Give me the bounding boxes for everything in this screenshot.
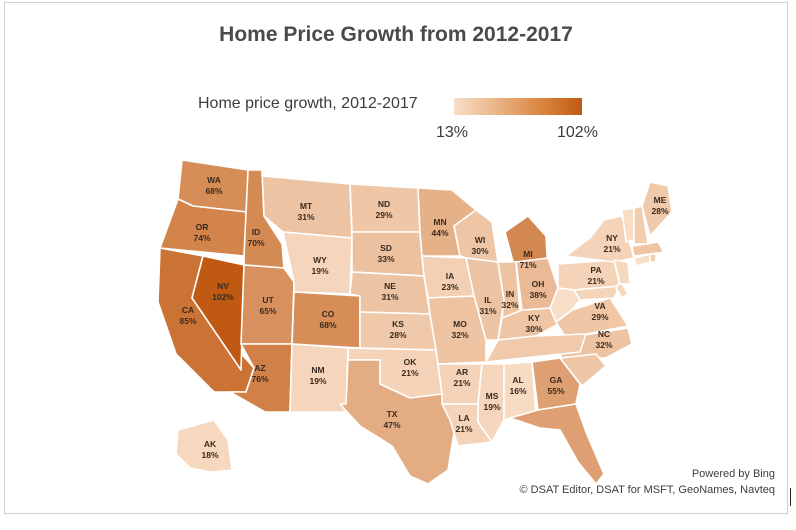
state-value-nm: 19% xyxy=(309,376,326,386)
state-value-mn: 44% xyxy=(431,228,448,238)
state-value-ca: 85% xyxy=(179,316,196,326)
state-fl xyxy=(509,403,605,485)
state-abbr-ky: KY xyxy=(528,313,540,323)
state-value-al: 16% xyxy=(509,386,526,396)
state-nv xyxy=(191,255,245,371)
chart-title: Home Price Growth from 2012-2017 xyxy=(219,23,573,46)
state-abbr-co: CO xyxy=(322,309,335,319)
state-value-sd: 33% xyxy=(377,254,394,264)
state-abbr-va: VA xyxy=(594,301,605,311)
state-abbr-sd: SD xyxy=(380,243,392,253)
state-abbr-oh: OH xyxy=(532,279,545,289)
state-abbr-ca: CA xyxy=(182,305,194,315)
state-abbr-la: LA xyxy=(458,413,469,423)
state-nm xyxy=(289,343,349,413)
state-abbr-ne: NE xyxy=(384,281,396,291)
state-value-id: 70% xyxy=(247,238,264,248)
text-cursor xyxy=(790,488,791,506)
state-abbr-tx: TX xyxy=(387,409,398,419)
state-value-wi: 30% xyxy=(471,246,488,256)
state-value-ms: 19% xyxy=(483,402,500,412)
state-ri xyxy=(649,253,657,263)
state-abbr-nv: NV xyxy=(217,281,229,291)
state-value-az: 76% xyxy=(251,374,268,384)
state-abbr-mt: MT xyxy=(300,201,313,211)
legend-min-label: 13% xyxy=(436,124,469,141)
state-value-ut: 65% xyxy=(259,306,276,316)
state-value-in: 32% xyxy=(501,300,518,310)
state-value-or: 74% xyxy=(193,233,210,243)
state-nh xyxy=(633,205,649,245)
state-abbr-ak: AK xyxy=(204,439,217,449)
state-abbr-mn: MN xyxy=(433,217,446,227)
state-tn xyxy=(485,333,587,363)
state-value-tx: 47% xyxy=(383,420,400,430)
state-abbr-az: AZ xyxy=(254,363,265,373)
state-abbr-me: ME xyxy=(654,195,667,205)
state-value-ia: 23% xyxy=(441,282,458,292)
state-abbr-ok: OK xyxy=(404,357,418,367)
state-value-ok: 21% xyxy=(401,368,418,378)
state-abbr-mi: MI xyxy=(523,249,532,259)
state-value-nc: 32% xyxy=(595,340,612,350)
state-abbr-ar: AR xyxy=(456,367,468,377)
state-value-nv: 102% xyxy=(212,292,234,302)
state-value-mi: 71% xyxy=(519,260,536,270)
state-tx xyxy=(339,359,457,485)
state-abbr-wa: WA xyxy=(207,175,221,185)
state-value-mt: 31% xyxy=(297,212,314,222)
state-abbr-il: IL xyxy=(484,295,492,305)
state-ma xyxy=(631,241,665,257)
state-value-ne: 31% xyxy=(381,292,398,302)
state-value-ga: 55% xyxy=(547,386,564,396)
state-abbr-nm: NM xyxy=(311,365,324,375)
state-abbr-or: OR xyxy=(196,222,209,232)
state-abbr-pa: PA xyxy=(590,265,601,275)
state-abbr-ia: IA xyxy=(446,271,455,281)
state-abbr-nc: NC xyxy=(598,329,610,339)
state-sc xyxy=(559,353,607,387)
state-value-la: 21% xyxy=(455,424,472,434)
state-value-wa: 68% xyxy=(205,186,222,196)
state-abbr-al: AL xyxy=(512,375,523,385)
state-abbr-ny: NY xyxy=(606,233,618,243)
legend-title: Home price growth, 2012-2017 xyxy=(198,95,418,112)
state-me xyxy=(641,181,673,237)
legend-color-scale xyxy=(454,98,582,115)
credit-powered-by: Powered by Bing xyxy=(691,468,775,480)
state-value-il: 31% xyxy=(479,306,496,316)
state-value-ak: 18% xyxy=(201,450,218,460)
state-nj xyxy=(613,259,631,285)
state-value-ny: 21% xyxy=(603,244,620,254)
legend-max-label: 102% xyxy=(557,124,598,141)
state-value-va: 29% xyxy=(591,312,608,322)
state-abbr-wy: WY xyxy=(313,255,327,265)
state-value-co: 68% xyxy=(319,320,336,330)
state-value-me: 28% xyxy=(651,206,668,216)
state-abbr-mo: MO xyxy=(453,319,467,329)
state-abbr-wi: WI xyxy=(475,235,485,245)
state-abbr-ut: UT xyxy=(262,295,274,305)
state-labels: WA68%OR74%CA85%NV102%ID70%UT65%AZ76%MT31… xyxy=(179,175,668,460)
state-value-nd: 29% xyxy=(375,210,392,220)
state-md xyxy=(573,285,621,301)
state-abbr-in: IN xyxy=(506,289,515,299)
state-value-oh: 38% xyxy=(529,290,546,300)
state-abbr-ks: KS xyxy=(392,319,404,329)
state-value-ks: 28% xyxy=(389,330,406,340)
state-value-pa: 21% xyxy=(587,276,604,286)
credit-sources: © DSAT Editor, DSAT for MSFT, GeoNames, … xyxy=(519,484,775,496)
state-abbr-nd: ND xyxy=(378,199,390,209)
state-de xyxy=(615,279,629,299)
state-ga xyxy=(531,357,581,411)
state-value-ky: 30% xyxy=(525,324,542,334)
state-value-mo: 32% xyxy=(451,330,468,340)
state-ak xyxy=(175,419,233,473)
state-value-wy: 19% xyxy=(311,266,328,276)
state-abbr-ms: MS xyxy=(486,391,499,401)
state-abbr-ga: GA xyxy=(550,375,563,385)
state-value-ar: 21% xyxy=(453,378,470,388)
state-abbr-id: ID xyxy=(252,227,261,237)
